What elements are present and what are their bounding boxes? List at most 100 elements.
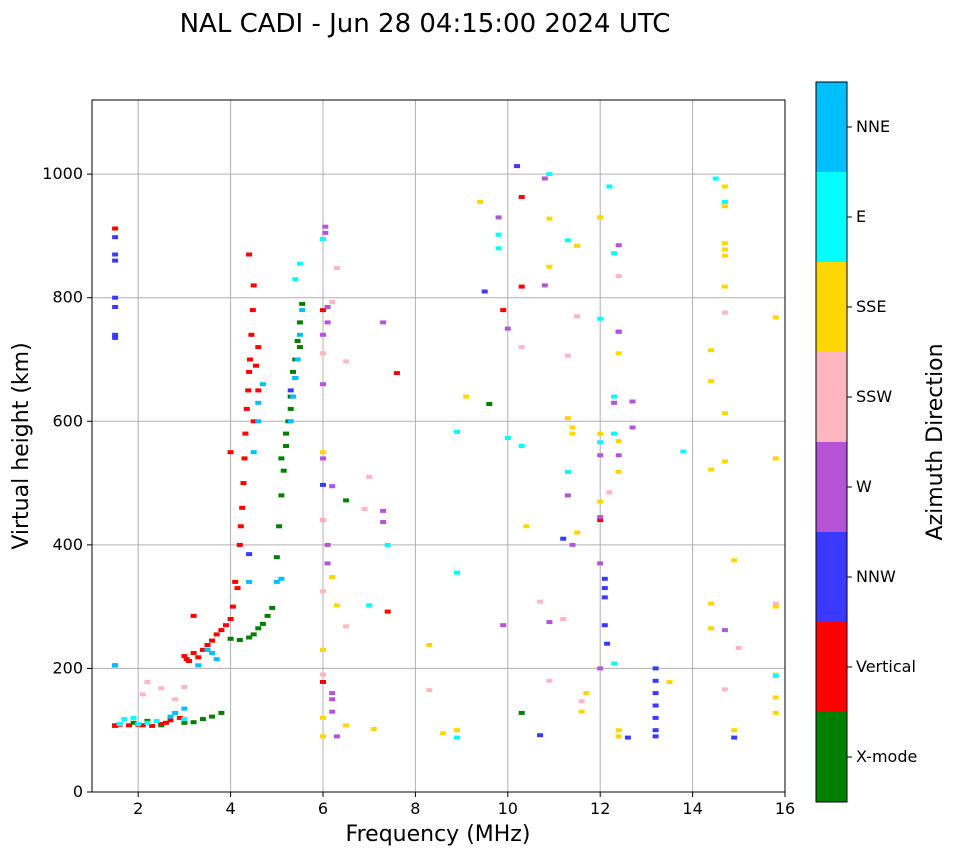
data-point bbox=[611, 661, 618, 666]
data-point bbox=[329, 300, 336, 304]
data-point bbox=[601, 576, 608, 581]
data-point bbox=[296, 320, 303, 325]
data-point bbox=[329, 697, 336, 702]
data-point bbox=[629, 399, 636, 404]
data-point bbox=[546, 172, 553, 177]
data-point bbox=[597, 518, 604, 523]
data-point bbox=[255, 388, 262, 393]
data-point bbox=[176, 715, 183, 720]
grid-lines bbox=[92, 100, 785, 792]
data-point bbox=[731, 728, 738, 733]
data-point bbox=[320, 332, 326, 337]
data-point bbox=[518, 444, 525, 448]
data-point bbox=[652, 728, 659, 733]
data-point bbox=[615, 243, 622, 248]
data-point bbox=[380, 508, 387, 513]
data-point bbox=[597, 215, 604, 220]
data-point bbox=[537, 599, 544, 604]
data-point bbox=[283, 431, 289, 436]
data-point bbox=[158, 686, 165, 691]
data-point bbox=[195, 663, 202, 668]
data-point bbox=[343, 723, 350, 728]
data-point bbox=[440, 731, 447, 736]
data-point bbox=[604, 641, 611, 646]
data-point bbox=[481, 289, 488, 294]
data-point bbox=[167, 718, 174, 723]
data-point bbox=[278, 493, 285, 498]
data-points bbox=[112, 164, 779, 740]
colorbar-label: Vertical bbox=[856, 657, 916, 676]
data-point bbox=[583, 691, 590, 696]
x-tick-label: 12 bbox=[590, 799, 610, 818]
data-point bbox=[615, 274, 622, 279]
data-point bbox=[255, 419, 262, 424]
data-point bbox=[546, 620, 553, 625]
data-point bbox=[615, 734, 622, 739]
data-point bbox=[167, 714, 174, 719]
data-point bbox=[721, 253, 728, 258]
data-point bbox=[250, 632, 257, 637]
data-point bbox=[569, 431, 576, 436]
data-point bbox=[213, 632, 220, 637]
data-point bbox=[130, 715, 137, 720]
data-point bbox=[708, 348, 715, 353]
data-point bbox=[248, 332, 255, 337]
data-point bbox=[112, 723, 119, 728]
data-point bbox=[564, 416, 571, 421]
data-point bbox=[158, 722, 165, 726]
data-point bbox=[320, 308, 326, 313]
data-point bbox=[213, 657, 220, 662]
y-tick-label: 0 bbox=[73, 782, 83, 801]
data-point bbox=[112, 332, 119, 337]
data-point bbox=[112, 663, 119, 668]
y-tick-label: 400 bbox=[52, 535, 83, 554]
data-point bbox=[320, 382, 326, 387]
data-point bbox=[237, 524, 244, 529]
data-point bbox=[721, 687, 728, 692]
x-tick-label: 14 bbox=[682, 799, 702, 818]
data-point bbox=[239, 505, 246, 510]
data-point bbox=[712, 176, 719, 181]
data-point bbox=[273, 579, 280, 584]
colorbar: X-mode Vertical NNW W SSW SSE E NNE bbox=[815, 81, 917, 803]
colorbar-label: NNW bbox=[856, 567, 896, 586]
data-point bbox=[227, 617, 234, 621]
data-point bbox=[426, 688, 433, 693]
data-point bbox=[223, 623, 229, 628]
data-point bbox=[324, 305, 331, 309]
data-point bbox=[772, 601, 779, 606]
colorbar-segment bbox=[816, 622, 847, 712]
data-point bbox=[624, 735, 631, 740]
data-point bbox=[324, 542, 331, 547]
data-point bbox=[241, 456, 248, 461]
colorbar-label: SSE bbox=[856, 297, 886, 316]
data-point bbox=[242, 431, 249, 436]
data-point bbox=[393, 371, 400, 376]
data-point bbox=[343, 498, 350, 503]
colorbar-segment bbox=[816, 262, 847, 352]
data-point bbox=[320, 482, 326, 487]
data-point bbox=[234, 586, 241, 591]
data-point bbox=[721, 628, 728, 633]
data-point bbox=[329, 575, 336, 579]
data-point bbox=[541, 283, 548, 288]
data-point bbox=[731, 558, 738, 563]
data-point bbox=[112, 335, 119, 340]
data-point bbox=[708, 626, 715, 631]
y-tick-label: 800 bbox=[52, 288, 83, 307]
data-point bbox=[126, 723, 132, 728]
data-point bbox=[615, 439, 622, 444]
data-point bbox=[611, 431, 618, 436]
data-point bbox=[181, 720, 188, 725]
data-point bbox=[652, 703, 659, 708]
data-point bbox=[366, 603, 373, 608]
data-point bbox=[324, 561, 331, 566]
data-point bbox=[320, 450, 326, 455]
data-point bbox=[495, 246, 502, 251]
data-point bbox=[181, 706, 188, 711]
data-point bbox=[652, 678, 659, 683]
data-point bbox=[255, 626, 262, 631]
data-point bbox=[361, 507, 368, 511]
data-point bbox=[287, 406, 294, 411]
